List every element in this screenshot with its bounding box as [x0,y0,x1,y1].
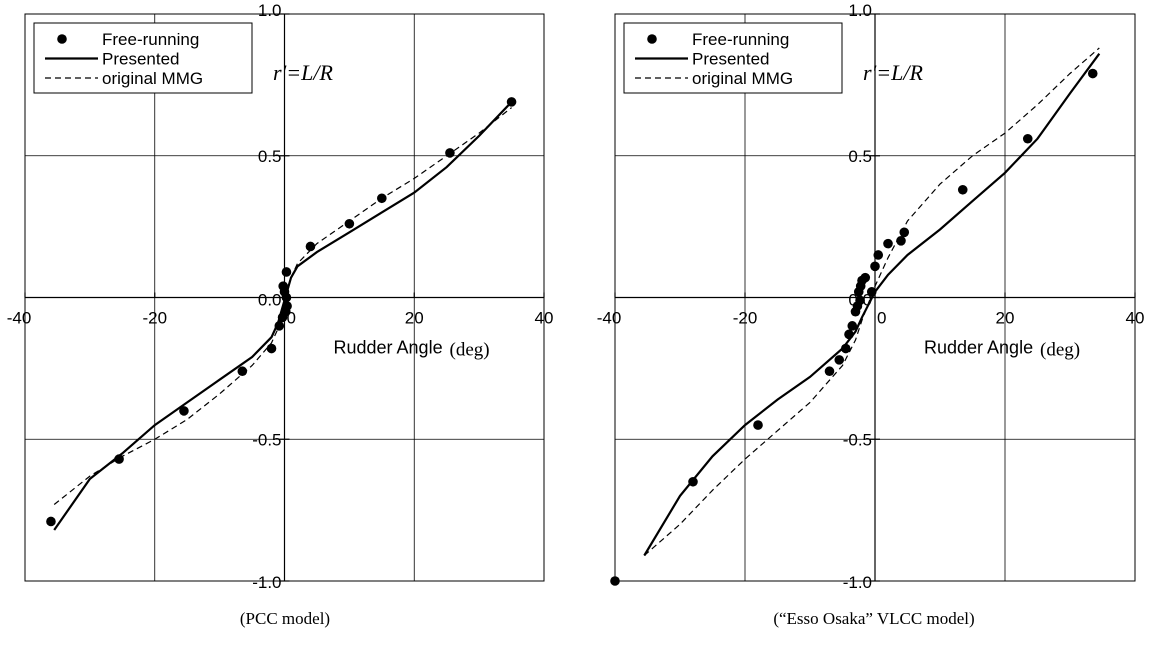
y-tick-label: 0.5 [258,147,282,166]
data-point [278,281,289,291]
data-point [305,241,316,252]
formula-annotation: r'=L/R [863,60,923,85]
legend-label: original MMG [102,69,203,88]
data-point [860,272,871,283]
legend-label: Presented [102,50,180,69]
y-tick-label: -1.0 [252,573,281,592]
x-axis-unit: (deg) [450,340,490,361]
x-axis-label: Rudder Angle [334,338,443,358]
y-tick-label: 0.0 [258,291,282,310]
legend-label: original MMG [692,69,793,88]
series-line-mmg [53,107,512,505]
y-tick-label: 1.0 [848,1,872,20]
data-point [266,343,277,354]
data-point [847,321,858,331]
x-tick-label: -20 [733,309,758,328]
x-tick-label: -40 [597,309,622,328]
x-tick-label: 20 [405,309,424,328]
data-point [1022,133,1033,144]
legend-label: Presented [692,50,770,69]
data-point [46,516,56,527]
x-tick-label: 40 [1126,309,1145,328]
x-tick-label: -20 [142,309,167,328]
legend-marker-dot [647,34,657,44]
x-tick-label: 40 [535,309,554,328]
legend-marker-dot [57,34,67,44]
x-tick-label: 0 [287,309,296,328]
data-point [957,184,968,195]
legend-label: Free-running [692,30,789,49]
chart-caption: (PCC model) [240,609,330,628]
data-point [899,227,910,238]
y-tick-label: 1.0 [258,1,282,20]
data-point [873,250,884,260]
legend-label: Free-running [102,30,199,49]
x-axis-label: Rudder Angle [924,338,1033,358]
data-point [237,366,248,377]
y-tick-label: 0.5 [848,147,872,166]
data-point [883,238,893,249]
data-point [870,261,880,272]
data-point [610,576,620,586]
data-point [281,267,292,277]
x-tick-label: 0 [877,309,886,328]
x-tick-label: 20 [996,309,1015,328]
y-tick-label: -1.0 [843,573,872,592]
x-axis-unit: (deg) [1040,340,1080,361]
x-tick-label: -40 [7,309,32,328]
data-point [855,295,865,306]
data-point [753,420,763,430]
chart-1: -40 -20 0 20 40 -1.0 -0.5 0.0 0.5 1.0 Rudder Angle… [7,1,554,628]
y-tick-label: -0.5 [843,430,872,449]
series-line-mmg [643,47,1100,556]
series-line-presented [53,101,513,531]
data-point [834,355,845,365]
chart-caption: (“Esso Osaka” VLCC model) [773,609,974,628]
y-tick-label: -0.5 [252,430,281,449]
data-point [179,406,189,416]
data-point [824,366,835,377]
data-point [1087,68,1098,79]
data-point [344,218,355,229]
formula-annotation: r'=L/R [273,60,333,85]
